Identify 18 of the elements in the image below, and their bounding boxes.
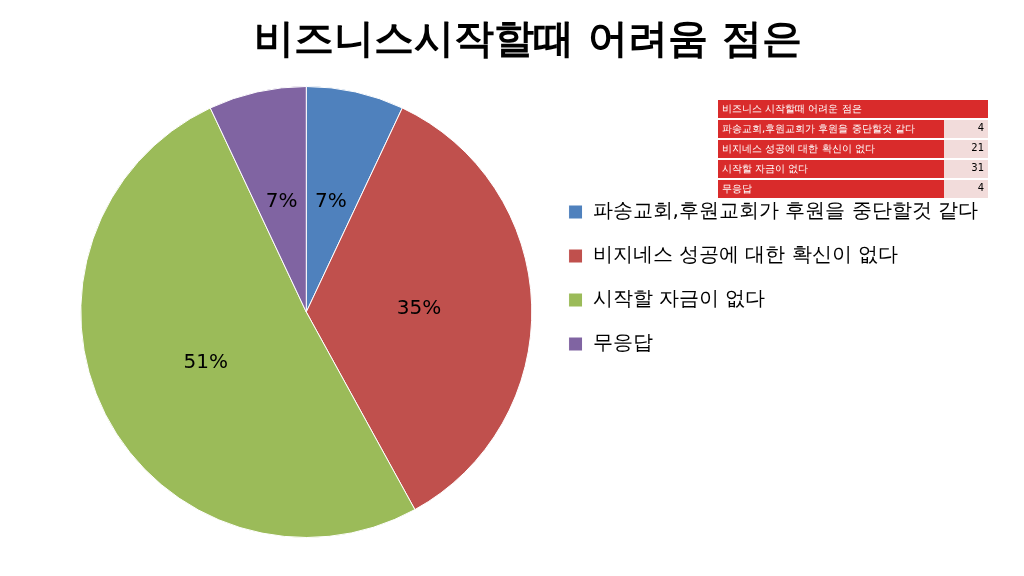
text: 비즈니스 시작할때 어려운 점은 <box>718 100 988 118</box>
data-label: 31 <box>944 160 988 178</box>
legend-label: 파송교회,후원교회가 후원을 중단할것 같다 <box>592 198 979 223</box>
data-label: 21 <box>944 140 988 158</box>
legend-label: 무응답 <box>592 330 653 355</box>
data-label: 7% <box>265 188 298 213</box>
legend-label: 시작할 자금이 없다 <box>592 286 766 311</box>
data-label: 51% <box>183 349 229 374</box>
legend-label: 비지네스 성공에 대한 확신이 없다 <box>592 242 899 267</box>
category-label: 비지네스 성공에 대한 확신이 없다 <box>718 140 944 158</box>
category-label: 파송교회,후원교회가 후원을 중단할것 같다 <box>718 120 944 138</box>
chart-title: 비즈니스시작할때 어려움 점은 <box>254 15 802 62</box>
category-label: 무응답 <box>718 180 944 198</box>
category-label: 시작할 자금이 없다 <box>718 160 944 178</box>
data-label: 7% <box>315 188 347 213</box>
data-label: 4 <box>944 180 988 198</box>
data-label: 35% <box>396 294 442 319</box>
data-label: 4 <box>944 120 988 138</box>
